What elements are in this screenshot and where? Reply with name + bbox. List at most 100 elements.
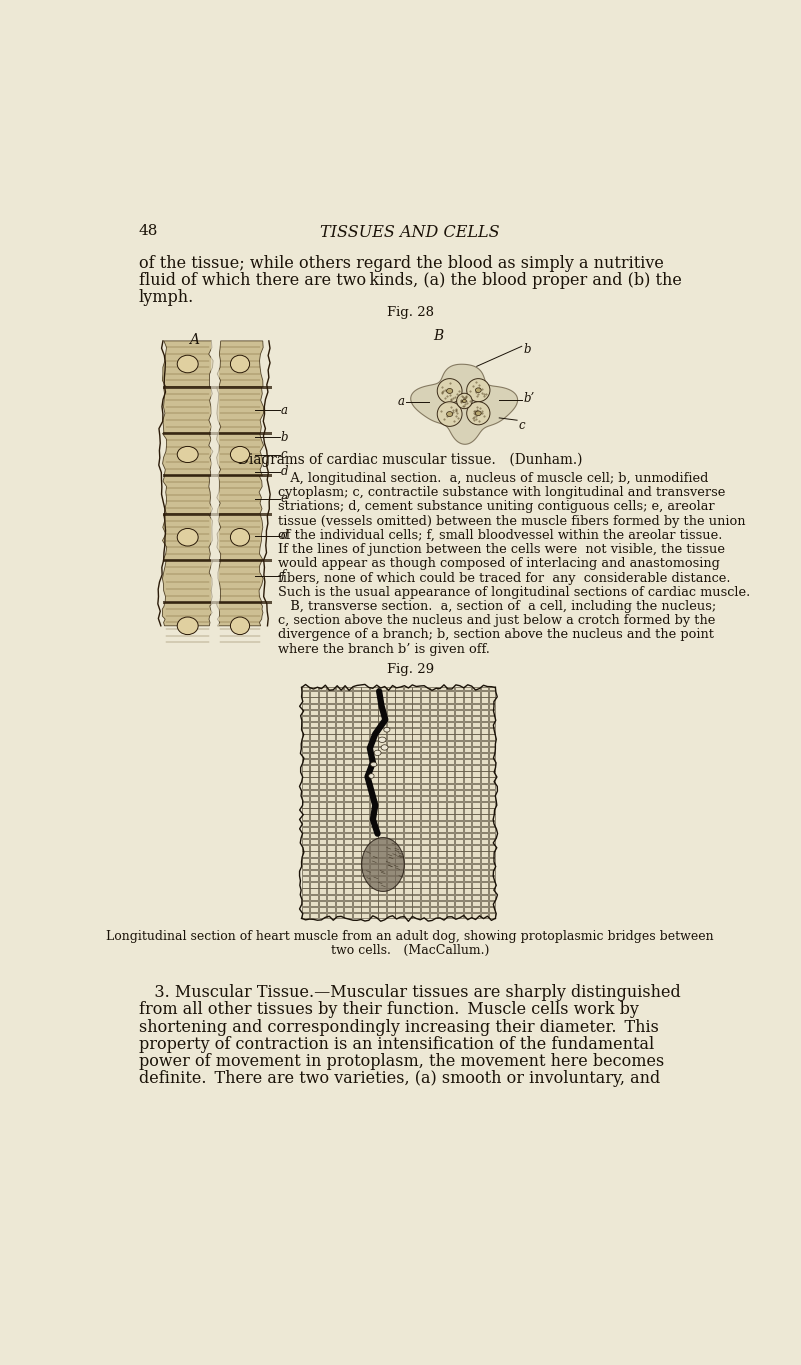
Bar — [336, 778, 344, 784]
Bar — [370, 747, 377, 752]
Bar — [481, 766, 489, 771]
Bar — [361, 703, 369, 708]
Bar — [387, 698, 395, 703]
Bar — [472, 703, 480, 708]
Bar — [396, 747, 403, 752]
Bar — [310, 827, 318, 833]
Bar — [481, 827, 489, 833]
Bar — [489, 715, 495, 721]
Bar — [446, 889, 454, 894]
Bar — [413, 870, 421, 875]
Bar — [404, 870, 412, 875]
Bar — [421, 827, 429, 833]
Text: lymph.: lymph. — [139, 288, 194, 306]
Bar — [404, 688, 412, 691]
Bar — [319, 759, 327, 764]
Bar — [163, 513, 272, 516]
Bar — [378, 820, 386, 826]
Bar — [489, 857, 495, 863]
Circle shape — [467, 378, 490, 401]
Bar — [396, 864, 403, 870]
Bar — [455, 715, 463, 721]
Bar — [455, 766, 463, 771]
Bar — [336, 753, 344, 758]
Bar — [319, 790, 327, 796]
Bar — [446, 728, 454, 733]
Bar — [413, 820, 421, 826]
Bar — [370, 741, 377, 745]
Bar — [446, 870, 454, 875]
Bar — [455, 741, 463, 745]
Bar — [396, 753, 403, 758]
Bar — [429, 734, 437, 740]
Bar — [361, 747, 369, 752]
Bar — [361, 839, 369, 845]
Bar — [438, 710, 446, 715]
Text: a: a — [280, 404, 288, 416]
Text: of the individual cells; f, small bloodvessel within the areolar tissue.: of the individual cells; f, small bloodv… — [279, 528, 723, 542]
Bar — [413, 876, 421, 882]
Bar — [319, 852, 327, 857]
Bar — [370, 796, 377, 801]
Bar — [472, 815, 480, 820]
Bar — [327, 722, 335, 728]
Bar — [310, 710, 318, 715]
Bar — [378, 882, 386, 887]
Bar — [327, 734, 335, 740]
Bar — [455, 857, 463, 863]
Bar — [344, 857, 352, 863]
Bar — [472, 691, 480, 696]
Bar — [336, 766, 344, 771]
Bar — [327, 803, 335, 808]
Bar — [327, 906, 335, 912]
Bar — [429, 808, 437, 814]
Bar — [352, 784, 360, 789]
Bar — [378, 894, 386, 900]
Bar — [455, 688, 463, 691]
Bar — [421, 820, 429, 826]
Bar — [336, 703, 344, 708]
Bar — [378, 870, 386, 875]
Text: cytoplasm; c, contractile substance with longitudinal and transverse: cytoplasm; c, contractile substance with… — [279, 486, 726, 500]
Bar — [413, 715, 421, 721]
Bar — [327, 820, 335, 826]
Bar — [404, 698, 412, 703]
Bar — [455, 882, 463, 887]
Text: of the tissue; while others regard the blood as simply a nutritive: of the tissue; while others regard the b… — [139, 255, 664, 272]
Bar — [464, 790, 471, 796]
Bar — [446, 691, 454, 696]
Bar — [489, 728, 495, 733]
Bar — [404, 815, 412, 820]
Bar — [310, 820, 318, 826]
Bar — [361, 796, 369, 801]
Bar — [310, 691, 318, 696]
Bar — [489, 852, 495, 857]
Bar — [464, 803, 471, 808]
Bar — [387, 833, 395, 838]
Bar — [352, 833, 360, 838]
Bar — [344, 688, 352, 691]
Bar — [489, 808, 495, 814]
Bar — [344, 864, 352, 870]
Bar — [310, 901, 318, 906]
Bar — [310, 698, 318, 703]
Bar — [446, 759, 454, 764]
Bar — [378, 857, 386, 863]
Bar — [387, 894, 395, 900]
Bar — [319, 894, 327, 900]
Bar — [396, 839, 403, 845]
Bar — [446, 722, 454, 728]
Bar — [472, 766, 480, 771]
Bar — [446, 747, 454, 752]
Bar — [378, 852, 386, 857]
Bar — [481, 741, 489, 745]
Bar — [404, 808, 412, 814]
Bar — [481, 784, 489, 789]
Bar — [370, 808, 377, 814]
Bar — [396, 901, 403, 906]
Bar — [352, 803, 360, 808]
Bar — [370, 852, 377, 857]
Bar — [429, 889, 437, 894]
Bar — [455, 759, 463, 764]
Bar — [327, 876, 335, 882]
